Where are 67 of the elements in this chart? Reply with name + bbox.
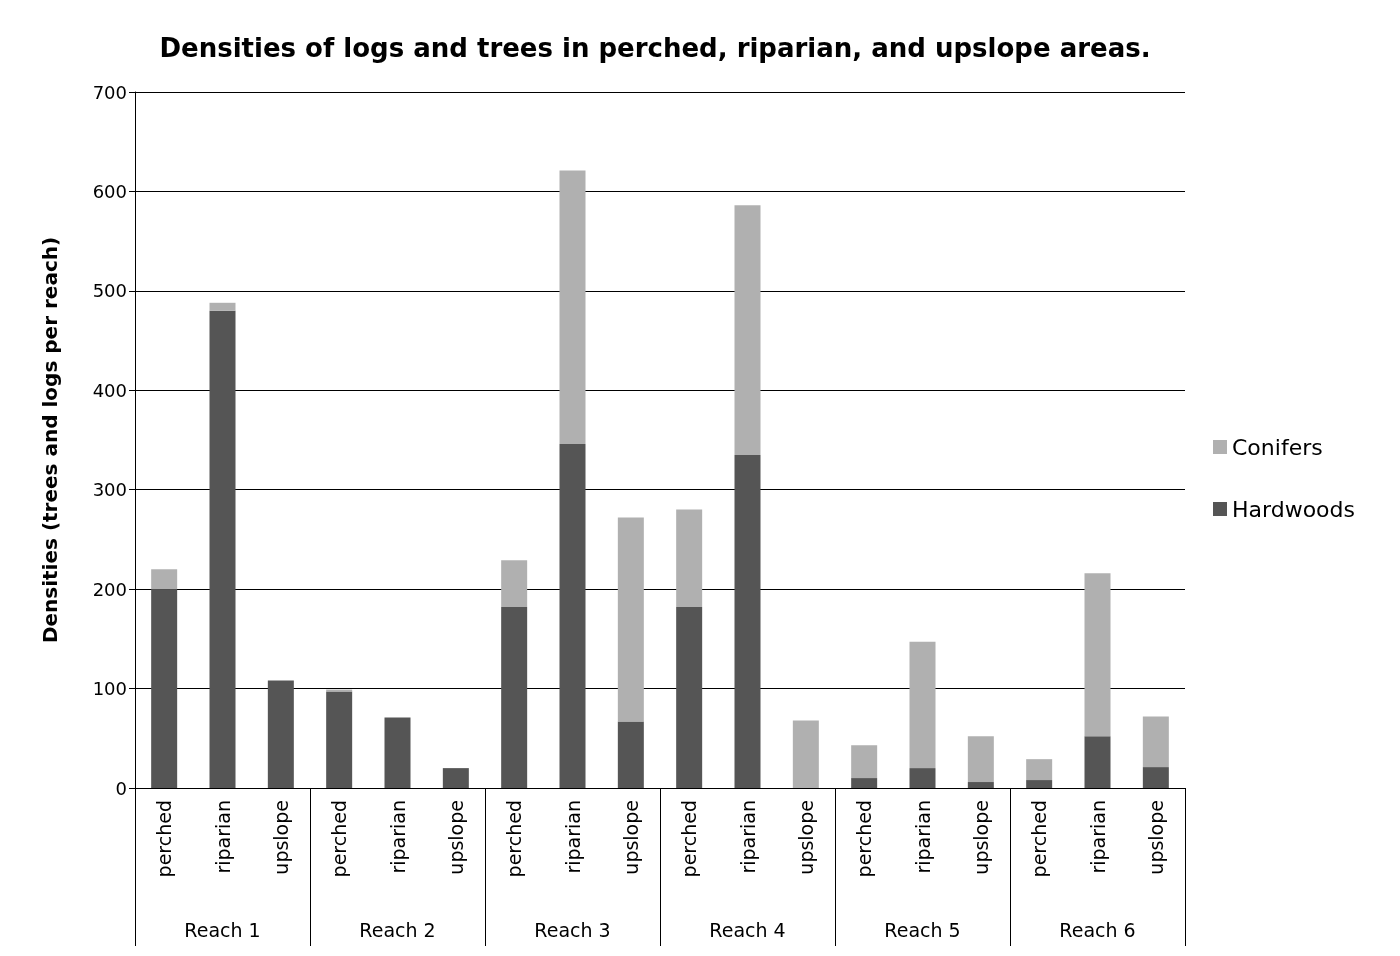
x-tick-label: perched xyxy=(503,800,526,878)
bar xyxy=(851,745,878,779)
bar xyxy=(734,454,761,788)
x-tick-label: upslope xyxy=(619,800,642,875)
bar xyxy=(1084,736,1111,788)
bar xyxy=(617,517,644,722)
x-tick-label: upslope xyxy=(1144,800,1167,875)
y-axis-title: Densities (trees and logs per reach) xyxy=(38,236,62,644)
x-tick-label: perched xyxy=(1028,800,1051,878)
x-tick-label: perched xyxy=(678,800,701,878)
text: Reach 4 xyxy=(709,918,786,941)
x-tick-label: perched xyxy=(328,800,351,878)
y-tick-label: 600 xyxy=(92,180,127,202)
bar xyxy=(326,691,353,788)
bar xyxy=(559,170,586,444)
y-tick-label: 400 xyxy=(92,379,127,401)
text: Reach 2 xyxy=(359,918,436,941)
y-tick-label: 700 xyxy=(92,81,127,103)
text: Reach 6 xyxy=(1059,918,1136,941)
x-tick-label: riparian xyxy=(911,800,934,874)
bar xyxy=(1142,716,1169,768)
bar xyxy=(1084,573,1111,737)
bar xyxy=(559,443,586,788)
bar xyxy=(676,509,703,608)
y-tick-label: 100 xyxy=(92,678,127,700)
x-tick-label: upslope xyxy=(269,800,292,875)
y-tick-label: 200 xyxy=(92,578,127,600)
bar xyxy=(967,782,994,788)
bar xyxy=(151,569,178,590)
legend-label: Hardwoods xyxy=(1232,496,1356,522)
x-tick-label: riparian xyxy=(211,800,234,874)
x-tick-label: perched xyxy=(153,800,176,878)
x-tick-label: riparian xyxy=(386,800,409,874)
y-tick-label: 500 xyxy=(92,280,127,302)
bar xyxy=(792,720,819,788)
text: Reach 1 xyxy=(184,918,261,941)
bar xyxy=(734,205,761,455)
y-tick-label: 0 xyxy=(115,777,127,799)
bar xyxy=(676,607,703,788)
bar xyxy=(501,607,528,788)
bar xyxy=(209,302,236,311)
text: Reach 3 xyxy=(534,918,611,941)
bar xyxy=(501,560,528,608)
bar xyxy=(267,680,294,788)
bar xyxy=(909,768,936,788)
bar xyxy=(967,736,994,783)
bar xyxy=(1026,759,1053,781)
chart-title: Densities of logs and trees in perched, riparian, and upslope areas. xyxy=(159,33,1151,63)
bar xyxy=(851,778,878,788)
bar xyxy=(442,768,469,788)
x-tick-label: upslope xyxy=(969,800,992,875)
x-tick-label: riparian xyxy=(1086,800,1109,874)
x-tick-label: riparian xyxy=(736,800,759,874)
bar xyxy=(151,589,178,788)
bar xyxy=(909,641,936,769)
bar xyxy=(1142,767,1169,788)
legend-label: Conifers xyxy=(1232,434,1323,460)
bar xyxy=(384,717,411,788)
bar xyxy=(209,310,236,788)
bar xyxy=(617,721,644,788)
x-tick-label: perched xyxy=(853,800,876,878)
y-tick-label: 300 xyxy=(92,479,127,501)
x-tick-label: upslope xyxy=(444,800,467,875)
bar xyxy=(1026,780,1053,788)
x-tick-label: riparian xyxy=(561,800,584,874)
x-tick-label: upslope xyxy=(794,800,817,875)
text: Reach 5 xyxy=(884,918,961,941)
